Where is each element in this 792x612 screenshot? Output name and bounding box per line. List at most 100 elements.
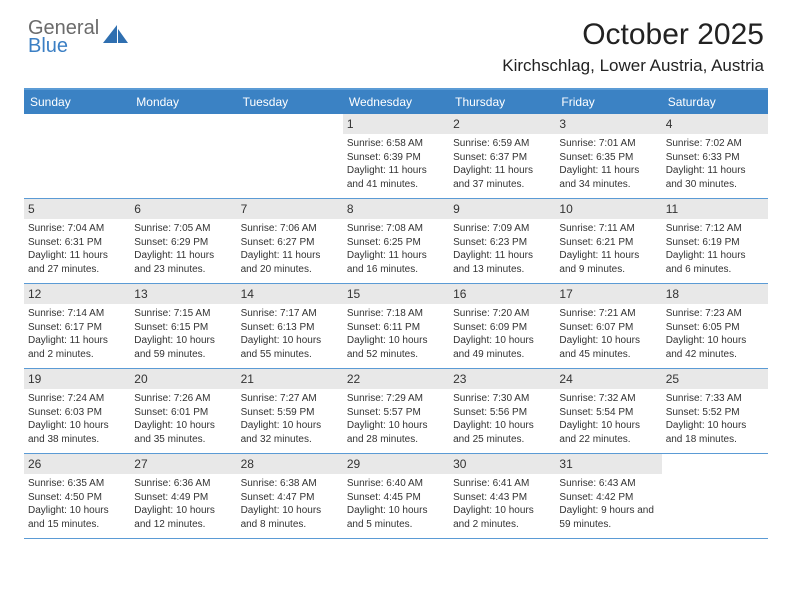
calendar-week: 12Sunrise: 7:14 AMSunset: 6:17 PMDayligh… [24, 284, 768, 369]
sunrise-text: Sunrise: 7:23 AM [666, 307, 764, 321]
calendar-day: 17Sunrise: 7:21 AMSunset: 6:07 PMDayligh… [555, 284, 661, 368]
sunrise-text: Sunrise: 6:38 AM [241, 477, 339, 491]
weekday-header: Saturday [662, 90, 768, 114]
weekday-header: Sunday [24, 90, 130, 114]
weekday-header: Monday [130, 90, 236, 114]
calendar-week: 19Sunrise: 7:24 AMSunset: 6:03 PMDayligh… [24, 369, 768, 454]
daylight-text: Daylight: 10 hours and 8 minutes. [241, 504, 339, 531]
day-number: 6 [130, 199, 236, 219]
location-label: Kirchschlag, Lower Austria, Austria [502, 56, 764, 76]
calendar-week: 26Sunrise: 6:35 AMSunset: 4:50 PMDayligh… [24, 454, 768, 539]
sunset-text: Sunset: 6:09 PM [453, 321, 551, 335]
day-number: 28 [237, 454, 343, 474]
daylight-text: Daylight: 10 hours and 18 minutes. [666, 419, 764, 446]
daylight-text: Daylight: 10 hours and 32 minutes. [241, 419, 339, 446]
daylight-text: Daylight: 10 hours and 52 minutes. [347, 334, 445, 361]
sunset-text: Sunset: 6:07 PM [559, 321, 657, 335]
weekday-header: Tuesday [237, 90, 343, 114]
day-number: 25 [662, 369, 768, 389]
daylight-text: Daylight: 10 hours and 38 minutes. [28, 419, 126, 446]
sunset-text: Sunset: 5:52 PM [666, 406, 764, 420]
daylight-text: Daylight: 11 hours and 27 minutes. [28, 249, 126, 276]
daylight-text: Daylight: 11 hours and 13 minutes. [453, 249, 551, 276]
sunset-text: Sunset: 6:39 PM [347, 151, 445, 165]
calendar-day: 10Sunrise: 7:11 AMSunset: 6:21 PMDayligh… [555, 199, 661, 283]
day-number: 8 [343, 199, 449, 219]
sunset-text: Sunset: 6:21 PM [559, 236, 657, 250]
day-number: 29 [343, 454, 449, 474]
sunrise-text: Sunrise: 7:02 AM [666, 137, 764, 151]
calendar-day: 31Sunrise: 6:43 AMSunset: 4:42 PMDayligh… [555, 454, 661, 538]
sunrise-text: Sunrise: 7:18 AM [347, 307, 445, 321]
weekday-header: Wednesday [343, 90, 449, 114]
calendar-week: 1Sunrise: 6:58 AMSunset: 6:39 PMDaylight… [24, 114, 768, 199]
daylight-text: Daylight: 11 hours and 6 minutes. [666, 249, 764, 276]
calendar-day: 4Sunrise: 7:02 AMSunset: 6:33 PMDaylight… [662, 114, 768, 198]
daylight-text: Daylight: 10 hours and 59 minutes. [134, 334, 232, 361]
calendar-day: 3Sunrise: 7:01 AMSunset: 6:35 PMDaylight… [555, 114, 661, 198]
day-number: 21 [237, 369, 343, 389]
sunset-text: Sunset: 6:13 PM [241, 321, 339, 335]
sunrise-text: Sunrise: 7:26 AM [134, 392, 232, 406]
day-number: 22 [343, 369, 449, 389]
month-title: October 2025 [502, 18, 764, 52]
sunrise-text: Sunrise: 7:24 AM [28, 392, 126, 406]
calendar-day: 26Sunrise: 6:35 AMSunset: 4:50 PMDayligh… [24, 454, 130, 538]
day-number: 11 [662, 199, 768, 219]
calendar-day: 20Sunrise: 7:26 AMSunset: 6:01 PMDayligh… [130, 369, 236, 453]
sunrise-text: Sunrise: 7:11 AM [559, 222, 657, 236]
calendar-day: 1Sunrise: 6:58 AMSunset: 6:39 PMDaylight… [343, 114, 449, 198]
sunset-text: Sunset: 6:35 PM [559, 151, 657, 165]
sunset-text: Sunset: 5:56 PM [453, 406, 551, 420]
sunset-text: Sunset: 5:59 PM [241, 406, 339, 420]
sunrise-text: Sunrise: 7:01 AM [559, 137, 657, 151]
calendar-day: 9Sunrise: 7:09 AMSunset: 6:23 PMDaylight… [449, 199, 555, 283]
daylight-text: Daylight: 10 hours and 28 minutes. [347, 419, 445, 446]
calendar-day: 23Sunrise: 7:30 AMSunset: 5:56 PMDayligh… [449, 369, 555, 453]
calendar-day: 12Sunrise: 7:14 AMSunset: 6:17 PMDayligh… [24, 284, 130, 368]
sunrise-text: Sunrise: 6:59 AM [453, 137, 551, 151]
daylight-text: Daylight: 11 hours and 41 minutes. [347, 164, 445, 191]
daylight-text: Daylight: 9 hours and 59 minutes. [559, 504, 657, 531]
sunset-text: Sunset: 4:45 PM [347, 491, 445, 505]
daylight-text: Daylight: 10 hours and 15 minutes. [28, 504, 126, 531]
calendar-day: 11Sunrise: 7:12 AMSunset: 6:19 PMDayligh… [662, 199, 768, 283]
day-number: 26 [24, 454, 130, 474]
sunrise-text: Sunrise: 6:36 AM [134, 477, 232, 491]
sunrise-text: Sunrise: 7:12 AM [666, 222, 764, 236]
calendar-day [24, 114, 130, 198]
day-number: 5 [24, 199, 130, 219]
daylight-text: Daylight: 11 hours and 23 minutes. [134, 249, 232, 276]
weekday-header-row: Sunday Monday Tuesday Wednesday Thursday… [24, 90, 768, 114]
sunset-text: Sunset: 6:17 PM [28, 321, 126, 335]
calendar-day: 25Sunrise: 7:33 AMSunset: 5:52 PMDayligh… [662, 369, 768, 453]
sunset-text: Sunset: 5:54 PM [559, 406, 657, 420]
sunrise-text: Sunrise: 6:40 AM [347, 477, 445, 491]
calendar-day: 21Sunrise: 7:27 AMSunset: 5:59 PMDayligh… [237, 369, 343, 453]
calendar-day: 22Sunrise: 7:29 AMSunset: 5:57 PMDayligh… [343, 369, 449, 453]
sunrise-text: Sunrise: 6:35 AM [28, 477, 126, 491]
day-number: 12 [24, 284, 130, 304]
sunrise-text: Sunrise: 6:43 AM [559, 477, 657, 491]
calendar-week: 5Sunrise: 7:04 AMSunset: 6:31 PMDaylight… [24, 199, 768, 284]
daylight-text: Daylight: 10 hours and 12 minutes. [134, 504, 232, 531]
sunrise-text: Sunrise: 7:20 AM [453, 307, 551, 321]
weekday-header: Friday [555, 90, 661, 114]
daylight-text: Daylight: 10 hours and 45 minutes. [559, 334, 657, 361]
day-number: 4 [662, 114, 768, 134]
calendar-day [130, 114, 236, 198]
sunset-text: Sunset: 6:33 PM [666, 151, 764, 165]
sunrise-text: Sunrise: 7:04 AM [28, 222, 126, 236]
sunrise-text: Sunrise: 7:05 AM [134, 222, 232, 236]
calendar-day [237, 114, 343, 198]
daylight-text: Daylight: 11 hours and 9 minutes. [559, 249, 657, 276]
day-number: 24 [555, 369, 661, 389]
calendar-day: 6Sunrise: 7:05 AMSunset: 6:29 PMDaylight… [130, 199, 236, 283]
sunset-text: Sunset: 6:31 PM [28, 236, 126, 250]
sunset-text: Sunset: 6:25 PM [347, 236, 445, 250]
calendar-day [662, 454, 768, 538]
sunset-text: Sunset: 4:49 PM [134, 491, 232, 505]
sunrise-text: Sunrise: 7:06 AM [241, 222, 339, 236]
day-number: 3 [555, 114, 661, 134]
day-number: 20 [130, 369, 236, 389]
